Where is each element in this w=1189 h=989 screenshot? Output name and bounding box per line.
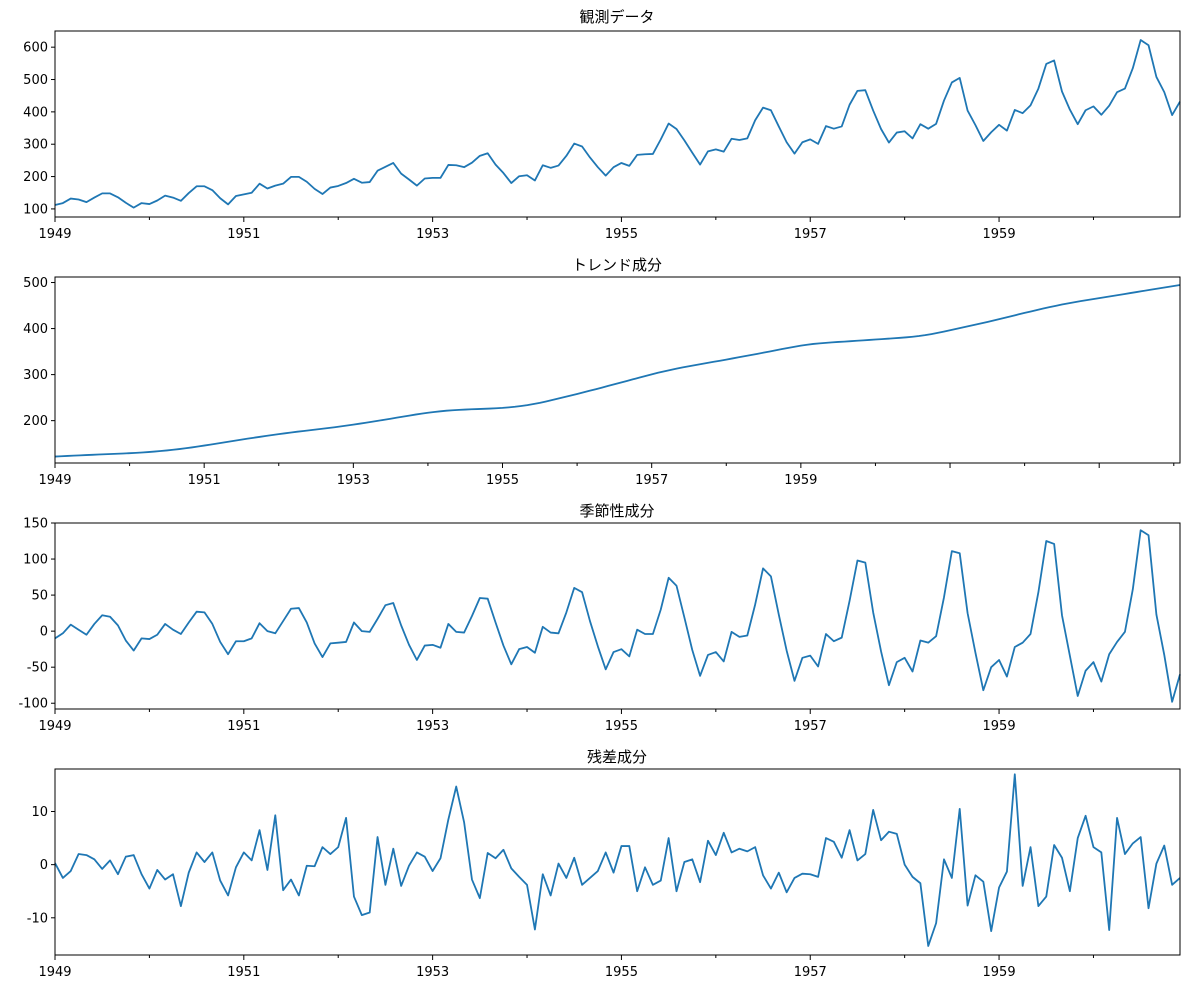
observed-x-tick-label: 1959 — [983, 227, 1016, 242]
observed-y-tick-label: 500 — [23, 73, 48, 88]
trend-x-tick-label: 1951 — [188, 473, 221, 488]
observed-x-tick-label: 1953 — [416, 227, 449, 242]
trend-series-line — [54, 284, 1181, 458]
observed-y-tick-label: 100 — [23, 202, 48, 217]
seasonal-panel: 季節性成分 -100 -50 0 50 100 150 1949 1951 1953 1955 19… — [18, 502, 1181, 734]
trend-x-tick-label: 1953 — [337, 473, 370, 488]
observed-x-tick-label: 1955 — [605, 227, 638, 242]
observed-title: 観測データ — [579, 8, 654, 26]
trend-x-tick-label: 1955 — [486, 473, 519, 488]
observed-y-tick-label: 600 — [23, 41, 48, 56]
seasonal-title: 季節性成分 — [579, 502, 654, 520]
seasonal-x-tick-label: 1953 — [416, 719, 449, 734]
trend-y-tick-label: 300 — [23, 368, 48, 383]
trend-y-tick-label: 400 — [23, 322, 48, 337]
observed-x-tick-label: 1949 — [38, 227, 71, 242]
residual-x-tick-label: 1953 — [416, 965, 449, 980]
trend-y-tick-label: 200 — [23, 414, 48, 429]
residual-x-tick-label: 1951 — [227, 965, 260, 980]
seasonal-x-tick-label: 1959 — [983, 719, 1016, 734]
seasonal-y-tick-label: -100 — [18, 697, 48, 712]
seasonal-x-tick-label: 1951 — [227, 719, 260, 734]
residual-x-tick-label: 1949 — [38, 965, 71, 980]
observed-axes-frame — [54, 30, 1181, 218]
residual-y-tick-label: 10 — [31, 805, 48, 820]
residual-y-tick-label: -10 — [27, 911, 48, 926]
trend-panel: トレンド成分 200 300 400 500 1949 1951 1953 1955 1957 1… — [23, 256, 1181, 488]
observed-x-tick-label: 1957 — [794, 227, 827, 242]
residual-panel: 残差成分 -10 0 10 1949 1951 1953 1955 1957 1959 — [27, 748, 1181, 980]
observed-series-line — [54, 39, 1181, 209]
seasonal-y-tick-label: 0 — [40, 625, 48, 640]
seasonal-y-tick-label: -50 — [27, 661, 48, 676]
observed-x-tick-label: 1951 — [227, 227, 260, 242]
trend-title: トレンド成分 — [572, 256, 662, 274]
trend-x-tick-label: 1949 — [38, 473, 71, 488]
residual-title: 残差成分 — [587, 748, 647, 766]
trend-x-tick-label: 1957 — [635, 473, 668, 488]
seasonal-x-tick-label: 1949 — [38, 719, 71, 734]
seasonal-x-tick-label: 1955 — [605, 719, 638, 734]
trend-x-tick-label: 1959 — [784, 473, 817, 488]
observed-panel: 観測データ 100 200 300 400 500 600 1949 1951 1953 1955… — [23, 8, 1181, 242]
residual-axes-frame — [54, 768, 1181, 956]
residual-x-tick-label: 1957 — [794, 965, 827, 980]
trend-axes-frame — [54, 276, 1181, 464]
seasonal-series-line — [54, 529, 1181, 703]
residual-x-tick-label: 1959 — [983, 965, 1016, 980]
observed-y-tick-label: 400 — [23, 105, 48, 120]
residual-x-tick-label: 1955 — [605, 965, 638, 980]
observed-y-tick-label: 200 — [23, 170, 48, 185]
observed-y-tick-label: 300 — [23, 138, 48, 153]
seasonal-axes-frame — [54, 522, 1181, 710]
seasonal-y-tick-label: 150 — [23, 517, 48, 532]
seasonal-y-tick-label: 100 — [23, 553, 48, 568]
residual-series-line — [54, 773, 1181, 947]
seasonal-x-tick-label: 1957 — [794, 719, 827, 734]
seasonal-y-tick-label: 50 — [31, 589, 48, 604]
residual-y-tick-label: 0 — [40, 858, 48, 873]
trend-y-tick-label: 500 — [23, 276, 48, 291]
